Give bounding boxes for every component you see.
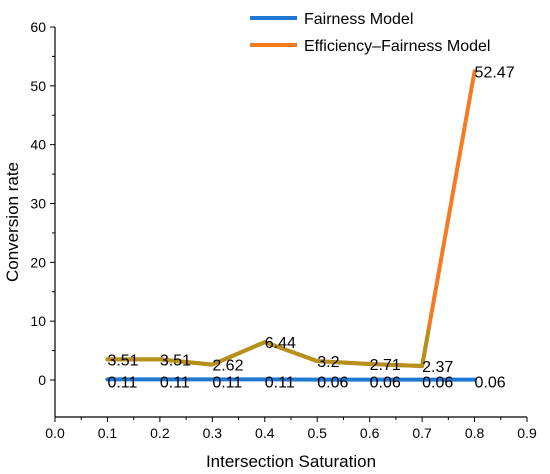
data-label-fairness: 0.11 bbox=[160, 374, 190, 391]
data-label-efficiency-fairness: 2.62 bbox=[212, 358, 243, 375]
y-axis-title: Conversion rate bbox=[3, 162, 22, 282]
y-tick-label: 60 bbox=[30, 19, 46, 35]
data-label-efficiency-fairness: 3.2 bbox=[317, 354, 339, 371]
data-label-efficiency-fairness: 3.51 bbox=[160, 352, 191, 369]
series-line-efficiency-fairness-overlap bbox=[105, 328, 431, 369]
y-tick-label: 40 bbox=[30, 137, 46, 153]
data-label-fairness: 0.11 bbox=[107, 374, 137, 391]
x-tick-label: 0.1 bbox=[98, 425, 118, 441]
data-label-efficiency-fairness: 6.44 bbox=[265, 335, 296, 352]
x-tick-label: 0.6 bbox=[360, 425, 380, 441]
y-tick-label: 50 bbox=[30, 78, 46, 94]
x-tick-label: 0.4 bbox=[255, 425, 275, 441]
x-tick-label: 0.8 bbox=[465, 425, 485, 441]
x-tick-label: 0.7 bbox=[412, 425, 432, 441]
x-tick-label: 0.3 bbox=[203, 425, 223, 441]
series-layer bbox=[105, 69, 477, 382]
y-tick-label: 20 bbox=[30, 254, 46, 270]
x-tick-label: 0.5 bbox=[307, 425, 327, 441]
y-tick-label: 10 bbox=[30, 313, 46, 329]
data-label-fairness: 0.11 bbox=[212, 374, 242, 391]
data-labels: 0.113.510.113.510.112.620.116.440.063.20… bbox=[107, 64, 514, 391]
y-tick-label: 0 bbox=[38, 372, 46, 388]
y-tick-label: 30 bbox=[30, 196, 46, 212]
data-label-efficiency-fairness: 2.37 bbox=[422, 359, 453, 376]
data-label-fairness: 0.06 bbox=[317, 375, 348, 392]
x-tick-label: 0.9 bbox=[517, 425, 537, 441]
x-axis-title: Intersection Saturation bbox=[206, 452, 376, 471]
x-tick-label: 0.0 bbox=[45, 425, 65, 441]
legend-label: Fairness Model bbox=[304, 11, 413, 28]
data-label-efficiency-fairness: 52.47 bbox=[475, 64, 515, 81]
data-label-fairness: 0.06 bbox=[422, 375, 453, 392]
x-tick-label: 0.2 bbox=[150, 425, 170, 441]
axes: 0.0 0.1 0.2 0.3 0.4 0.5 0.6 0.7 0.8 0.9 0 10 20 30 40 5… bbox=[30, 19, 537, 441]
data-label-efficiency-fairness: 2.71 bbox=[370, 357, 401, 374]
data-label-fairness: 0.11 bbox=[265, 374, 295, 391]
legend-label: Efficiency–Fairness Model bbox=[304, 38, 490, 55]
data-label-fairness: 0.06 bbox=[370, 375, 401, 392]
data-label-fairness: 0.06 bbox=[475, 375, 506, 392]
data-label-efficiency-fairness: 3.51 bbox=[107, 352, 138, 369]
legend: Fairness Model Efficiency–Fairness Model bbox=[250, 11, 490, 55]
